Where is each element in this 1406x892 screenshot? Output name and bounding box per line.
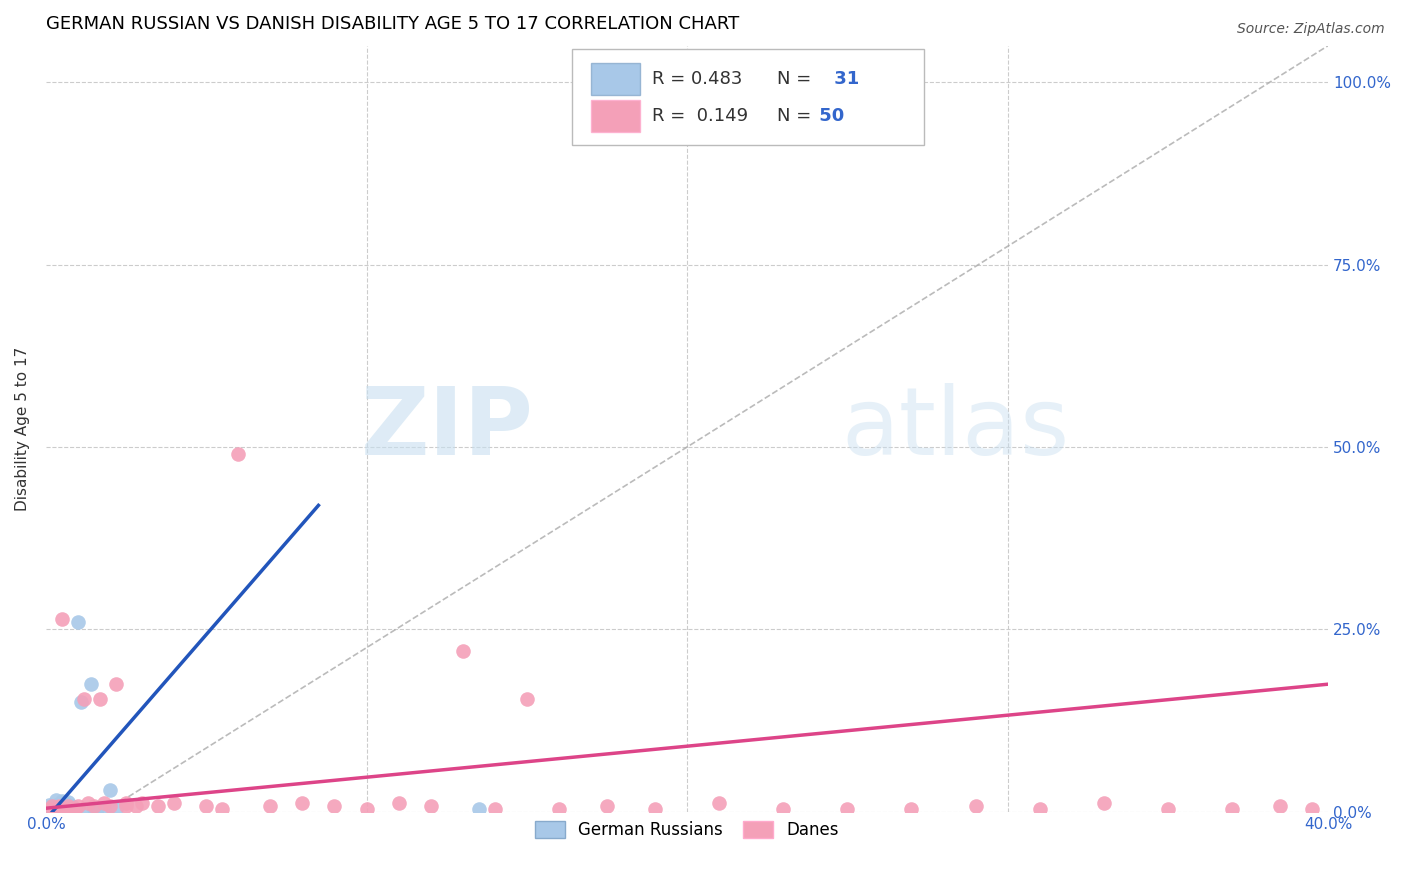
Point — [1220, 802, 1243, 816]
Point — [38, 802, 60, 816]
Point — [105, 677, 128, 691]
Point — [51, 794, 73, 808]
Point — [259, 799, 281, 814]
Point — [547, 802, 569, 816]
Text: N =: N = — [776, 70, 817, 88]
Legend: German Russians, Danes: German Russians, Danes — [529, 814, 845, 846]
Point — [93, 796, 115, 810]
Text: Source: ZipAtlas.com: Source: ZipAtlas.com — [1237, 22, 1385, 37]
Point — [89, 691, 111, 706]
Point — [58, 799, 80, 814]
Point — [98, 783, 121, 797]
FancyBboxPatch shape — [591, 63, 640, 95]
Point — [83, 799, 105, 814]
Point — [48, 799, 70, 814]
Point — [644, 802, 666, 816]
Point — [131, 796, 153, 810]
Point — [41, 799, 63, 814]
FancyBboxPatch shape — [591, 100, 640, 132]
Point — [596, 799, 619, 814]
Point — [83, 802, 105, 816]
Point — [38, 797, 60, 812]
Point — [60, 802, 83, 816]
Point — [516, 691, 538, 706]
Point — [146, 799, 169, 814]
Text: 31: 31 — [828, 70, 859, 88]
Point — [211, 802, 233, 816]
Y-axis label: Disability Age 5 to 17: Disability Age 5 to 17 — [15, 347, 30, 511]
Text: ZIP: ZIP — [360, 383, 533, 475]
Point — [105, 802, 128, 816]
Point — [226, 447, 249, 461]
Point — [1092, 796, 1115, 810]
Point — [86, 802, 108, 816]
Point — [51, 802, 73, 816]
Point — [51, 611, 73, 625]
Point — [80, 677, 103, 691]
Point — [419, 799, 441, 814]
Point — [115, 799, 138, 814]
Point — [53, 796, 76, 810]
Point — [38, 802, 60, 816]
Point — [1301, 802, 1323, 816]
Point — [1268, 799, 1291, 814]
Point — [1028, 802, 1050, 816]
Point — [73, 802, 96, 816]
Text: 50: 50 — [813, 107, 844, 125]
Point — [484, 802, 506, 816]
Point — [291, 796, 314, 810]
Point — [45, 793, 67, 807]
Point — [66, 799, 89, 814]
Point — [58, 799, 80, 814]
Point — [45, 802, 67, 816]
Point — [574, 75, 596, 89]
Point — [48, 799, 70, 814]
Text: R = 0.483: R = 0.483 — [652, 70, 742, 88]
Point — [467, 802, 489, 816]
Point — [965, 799, 987, 814]
Point — [51, 802, 73, 816]
FancyBboxPatch shape — [572, 49, 924, 145]
Point — [93, 802, 115, 816]
Point — [451, 644, 474, 658]
Point — [356, 802, 378, 816]
Point — [58, 802, 80, 816]
Point — [387, 796, 409, 810]
Point — [195, 799, 218, 814]
Point — [70, 695, 93, 709]
Point — [60, 802, 83, 816]
Text: N =: N = — [776, 107, 811, 125]
Point — [63, 802, 86, 816]
Point — [58, 795, 80, 809]
Point — [76, 796, 98, 810]
Point — [53, 802, 76, 816]
Point — [63, 802, 86, 816]
Text: R =  0.149: R = 0.149 — [652, 107, 748, 125]
Point — [323, 799, 346, 814]
Point — [66, 615, 89, 629]
Point — [115, 796, 138, 810]
Point — [98, 799, 121, 814]
Point — [125, 799, 148, 814]
Point — [707, 796, 730, 810]
Point — [48, 802, 70, 816]
Point — [41, 799, 63, 814]
Point — [1157, 802, 1180, 816]
Point — [53, 802, 76, 816]
Text: atlas: atlas — [841, 383, 1069, 475]
Text: GERMAN RUSSIAN VS DANISH DISABILITY AGE 5 TO 17 CORRELATION CHART: GERMAN RUSSIAN VS DANISH DISABILITY AGE … — [46, 15, 740, 33]
Point — [73, 691, 96, 706]
Point — [51, 799, 73, 814]
Point — [41, 801, 63, 815]
Point — [45, 802, 67, 816]
Point — [837, 802, 859, 816]
Point — [45, 797, 67, 812]
Point — [163, 796, 186, 810]
Point — [60, 799, 83, 814]
Point — [772, 802, 794, 816]
Point — [900, 802, 922, 816]
